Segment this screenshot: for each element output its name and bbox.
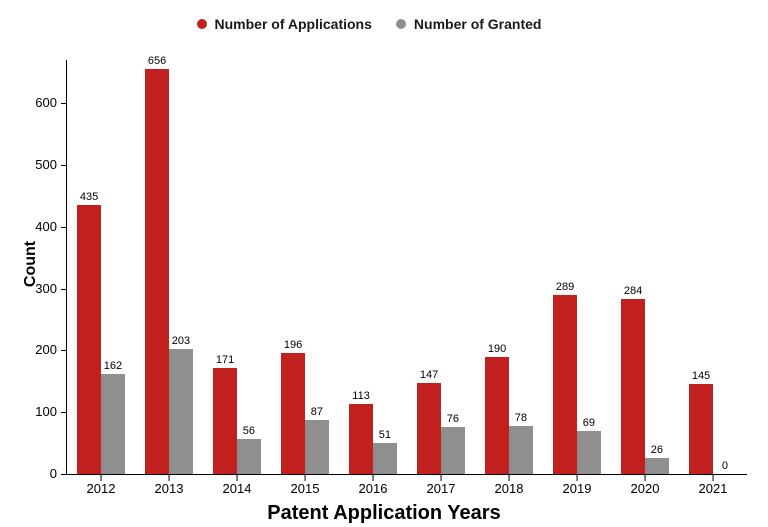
- bar: 87: [305, 420, 329, 474]
- bar-value-label: 26: [651, 444, 663, 456]
- x-tick-label: 2016: [359, 481, 388, 496]
- x-tick: 2016: [359, 481, 388, 496]
- bar-value-label: 78: [515, 412, 527, 424]
- x-tick-mark: [373, 475, 374, 481]
- legend-text: Number of Applications: [215, 16, 372, 32]
- bar-value-label: 113: [352, 390, 370, 402]
- bar: 656: [145, 69, 169, 474]
- x-tick: 2014: [223, 481, 252, 496]
- bar: 51: [373, 443, 397, 475]
- x-tick: 2013: [155, 481, 184, 496]
- y-tick-label: 0: [50, 466, 67, 481]
- plot-area: 0100200300400500600201243516220136562032…: [66, 60, 747, 475]
- bar-value-label: 162: [104, 360, 122, 372]
- x-tick-label: 2019: [563, 481, 592, 496]
- legend-item: Number of Applications: [197, 16, 372, 32]
- bar: 203: [169, 349, 193, 474]
- patent-bar-chart: Number of ApplicationsNumber of Granted …: [0, 0, 768, 527]
- x-tick-mark: [237, 475, 238, 481]
- bar: 147: [417, 383, 441, 474]
- y-tick-label: 600: [35, 95, 67, 110]
- y-tick-label: 500: [35, 157, 67, 172]
- bar: 196: [281, 353, 305, 474]
- x-tick-label: 2020: [631, 481, 660, 496]
- x-tick-mark: [169, 475, 170, 481]
- x-tick: 2020: [631, 481, 660, 496]
- x-tick-label: 2017: [427, 481, 456, 496]
- x-tick-mark: [305, 475, 306, 481]
- y-tick-label: 300: [35, 281, 67, 296]
- bar-value-label: 656: [148, 55, 166, 67]
- bar-value-label: 145: [692, 370, 710, 382]
- bar: 162: [101, 374, 125, 474]
- x-tick-mark: [577, 475, 578, 481]
- chart-legend: Number of Applications Number of Granted: [0, 16, 738, 34]
- bar-value-label: 171: [216, 354, 234, 366]
- x-tick-label: 2018: [495, 481, 524, 496]
- bar-value-label: 56: [243, 425, 255, 437]
- bar: 190: [485, 357, 509, 474]
- x-tick-mark: [101, 475, 102, 481]
- bar-value-label: 51: [379, 429, 391, 441]
- x-tick: 2019: [563, 481, 592, 496]
- bar: 435: [77, 205, 101, 474]
- bar-value-label: 76: [447, 413, 459, 425]
- bar-value-label: 203: [172, 335, 190, 347]
- legend-dot: [396, 19, 406, 29]
- bar: 171: [213, 368, 237, 474]
- x-tick-label: 2014: [223, 481, 252, 496]
- bar-value-label: 289: [556, 281, 574, 293]
- x-axis-label: Patent Application Years: [0, 502, 768, 525]
- bar-value-label: 435: [80, 191, 98, 203]
- bar: 145: [689, 384, 713, 474]
- x-tick-label: 2015: [291, 481, 320, 496]
- x-tick: 2021: [699, 481, 728, 496]
- bar: 69: [577, 431, 601, 474]
- bar-value-label: 0: [722, 460, 728, 472]
- bar-value-label: 190: [488, 343, 506, 355]
- x-tick: 2018: [495, 481, 524, 496]
- legend-text: Number of Granted: [414, 16, 542, 32]
- bar: 56: [237, 439, 261, 474]
- bar: 78: [509, 426, 533, 474]
- bar: 284: [621, 299, 645, 474]
- x-tick-label: 2012: [87, 481, 116, 496]
- legend-item: Number of Granted: [396, 16, 542, 32]
- x-tick-mark: [645, 475, 646, 481]
- x-tick: 2015: [291, 481, 320, 496]
- x-tick: 2017: [427, 481, 456, 496]
- legend-dot: [197, 19, 207, 29]
- x-tick-mark: [713, 475, 714, 481]
- x-tick: 2012: [87, 481, 116, 496]
- x-tick-label: 2021: [699, 481, 728, 496]
- bar-value-label: 284: [624, 285, 642, 297]
- y-tick-label: 400: [35, 219, 67, 234]
- y-tick-label: 100: [35, 404, 67, 419]
- bar-value-label: 69: [583, 417, 595, 429]
- y-tick-label: 200: [35, 342, 67, 357]
- bar: 113: [349, 404, 373, 474]
- bar: 76: [441, 427, 465, 474]
- x-tick-mark: [509, 475, 510, 481]
- x-tick-label: 2013: [155, 481, 184, 496]
- bar: 26: [645, 458, 669, 474]
- bar-value-label: 196: [284, 339, 302, 351]
- bar: 289: [553, 295, 577, 474]
- bar-value-label: 87: [311, 406, 323, 418]
- bar-value-label: 147: [420, 369, 438, 381]
- x-tick-mark: [441, 475, 442, 481]
